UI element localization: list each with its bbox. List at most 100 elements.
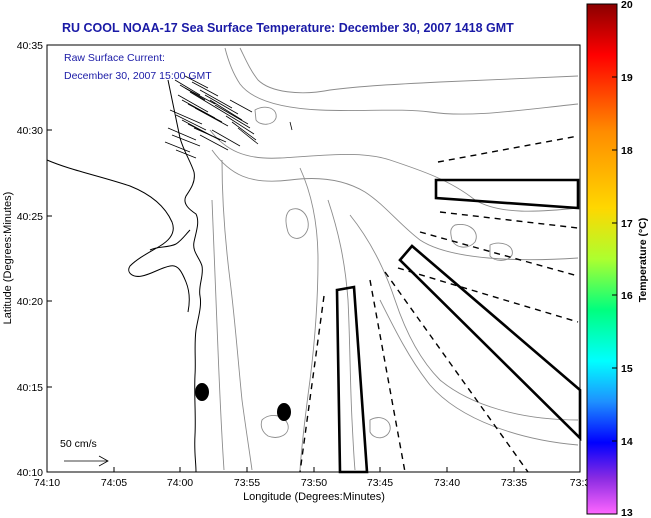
x-tick-label: 74:10 (34, 477, 60, 489)
y-tick-marks (47, 44, 52, 473)
y-tick-label: 40:10 (17, 467, 43, 479)
current-vector (191, 81, 219, 97)
x-tick-label: 73:50 (301, 477, 327, 489)
coastline-bay (46, 159, 190, 313)
contour-nearshore-2 (211, 199, 225, 471)
contour-blob-3 (489, 242, 513, 261)
current-vector (237, 127, 259, 145)
current-vector (184, 75, 209, 89)
x-tick-label: 73:3 (570, 477, 591, 489)
current-vector (175, 114, 207, 131)
lease-area-east (398, 244, 582, 442)
sector-line (439, 211, 579, 229)
current-note-line2: December 30, 2007 15:00 GMT (64, 70, 212, 82)
map-panel: Raw Surface Current: December 30, 2007 1… (46, 44, 582, 474)
current-note-line1: Raw Surface Current: (64, 52, 165, 64)
radar-sector-lines (299, 135, 579, 473)
contour-shelf-edge (239, 47, 579, 94)
x-tick-marks (46, 467, 515, 472)
contour-channel-west (299, 167, 319, 471)
current-vector (193, 127, 227, 143)
contour-channel-mid (327, 199, 356, 471)
contour-blob-5 (369, 417, 391, 439)
current-vector (199, 89, 233, 109)
x-tick-label: 74:00 (167, 477, 193, 489)
colorbar-tick-label: 15 (621, 363, 633, 375)
sector-line (397, 267, 579, 323)
current-vector (179, 84, 206, 101)
x-tick-label: 73:45 (367, 477, 393, 489)
current-vector (211, 129, 241, 147)
surface-current-vectors (164, 75, 293, 159)
y-tick-label: 40:30 (17, 125, 43, 137)
current-vector (214, 104, 249, 125)
bathymetry-contours (209, 47, 579, 471)
y-tick-label: 40:20 (17, 296, 43, 308)
contour-blob-2 (450, 224, 477, 248)
x-tick-label: 73:35 (501, 477, 527, 489)
sector-line (299, 295, 325, 473)
x-tick-label: 73:40 (434, 477, 460, 489)
current-vector (289, 121, 293, 131)
current-vector (164, 141, 191, 153)
contour-2 (224, 47, 579, 115)
colorbar-tick-label: 20 (621, 0, 633, 11)
current-vector (194, 107, 229, 127)
current-vector (231, 121, 257, 141)
buoy-marker (195, 383, 209, 401)
colorbar-tick-label: 17 (621, 218, 633, 230)
current-vector (174, 79, 201, 96)
current-vector (177, 94, 209, 113)
y-tick-label: 40:35 (17, 40, 43, 52)
current-vector (171, 134, 201, 147)
y-tick-label: 40:25 (17, 211, 43, 223)
coastline-main (167, 79, 203, 473)
colorbar: 20 19 18 17 16 15 14 13 Temperature (°C) (586, 0, 649, 518)
colorbar-tick-label: 14 (621, 436, 633, 448)
contour-blob-4 (260, 414, 289, 438)
scale-arrow-head (98, 455, 109, 467)
lease-area-north (434, 178, 580, 210)
current-vector (167, 127, 197, 141)
contour-inner-east (379, 299, 579, 446)
contour-channel-east (349, 214, 579, 421)
lease-area-central (335, 285, 369, 474)
current-vector (199, 134, 229, 151)
colorbar-tick-label: 16 (621, 290, 633, 302)
scale-label: 50 cm/s (60, 438, 97, 450)
x-axis-label: Longitude (Degrees:Minutes) (243, 491, 385, 503)
contour-blob-1 (285, 208, 309, 239)
current-vector (204, 94, 239, 115)
y-tick-label: 40:15 (17, 382, 43, 394)
colorbar-label: Temperature (°C) (637, 218, 649, 303)
sector-line (384, 271, 529, 473)
current-vector (229, 99, 253, 113)
current-vector (219, 109, 251, 129)
y-tick-labels: 40:35 40:30 40:25 40:20 40:15 40:10 (17, 40, 43, 479)
x-tick-label: 73:55 (234, 477, 260, 489)
figure-title: RU COOL NOAA-17 Sea Surface Temperature:… (62, 21, 514, 35)
colorbar-tick-label: 18 (621, 145, 633, 157)
coastline (46, 79, 203, 473)
contour-4 (211, 149, 579, 261)
current-vector (169, 109, 203, 125)
colorbar-gradient (586, 3, 618, 515)
buoy-marker (277, 403, 291, 421)
current-vector (225, 115, 255, 135)
sector-line (419, 231, 579, 277)
contour-nearshore (221, 159, 253, 471)
y-axis-label: Latitude (Degrees:Minutes) (2, 192, 14, 325)
x-tick-labels: 74:10 74:05 74:00 73:55 73:50 73:45 73:4… (34, 477, 591, 489)
current-vector (189, 91, 221, 111)
current-vector (175, 149, 197, 159)
contour-3 (209, 129, 579, 212)
lease-areas (335, 178, 582, 474)
current-vector (209, 99, 243, 121)
coastline-inlet (149, 229, 191, 251)
x-tick-label: 74:05 (101, 477, 127, 489)
colorbar-tick-label: 19 (621, 72, 633, 84)
sector-line (437, 135, 579, 163)
colorbar-tick-label: 13 (621, 507, 633, 518)
current-vector (184, 87, 216, 105)
contour-blob-6 (254, 106, 277, 125)
